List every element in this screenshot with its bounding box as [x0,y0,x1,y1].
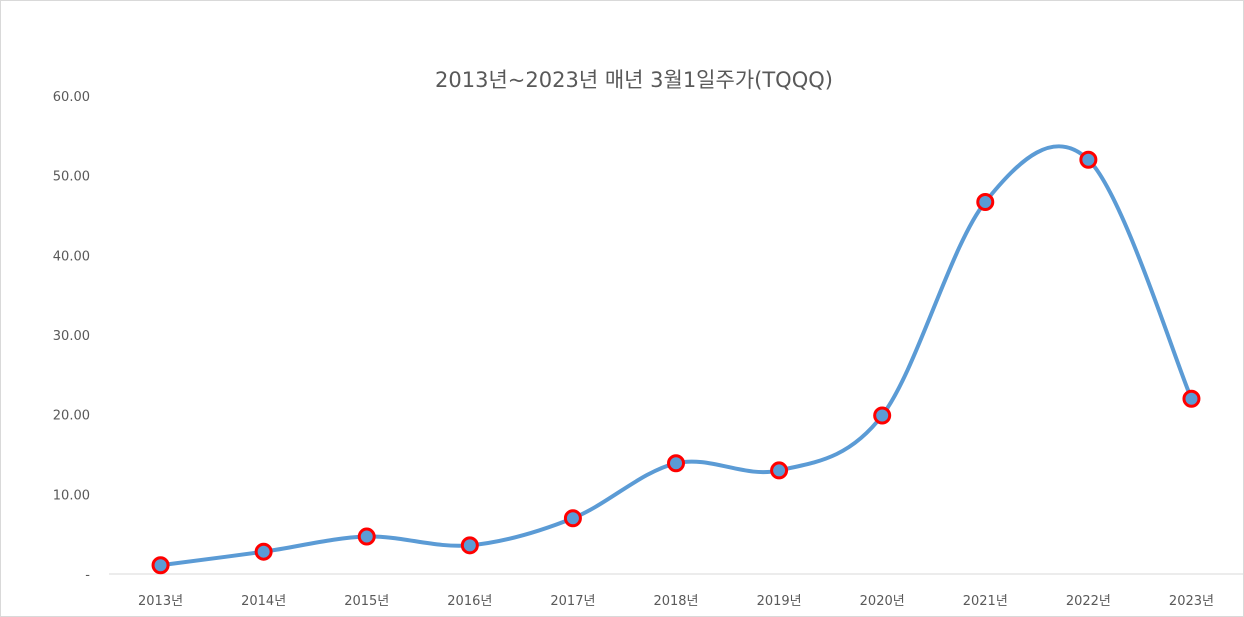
x-tick-label: 2022년 [1066,594,1111,609]
data-point [976,192,995,211]
y-axis: - 10.00 20.00 30.00 40.00 50.00 60.00 [53,90,91,583]
data-point [357,527,376,546]
y-tick-label: 40.00 [53,249,90,264]
x-tick-label: 2015년 [344,594,389,609]
y-tick-label: 50.00 [53,170,90,185]
data-point [460,536,479,555]
x-tick-label: 2013년 [138,594,183,609]
data-point [1182,389,1201,408]
y-tick-label: 60.00 [53,90,90,105]
y-tick-label: 30.00 [53,329,90,344]
chart-title: 2013년~2023년 매년 3월1일주가(TQQQ) [435,68,833,92]
y-tick-label: 10.00 [53,488,90,503]
y-tick-label: - [85,568,90,583]
series-line [158,144,1194,568]
data-point [667,454,685,473]
x-tick-label: 2021년 [963,594,1008,609]
x-tick-label: 2018년 [653,594,698,609]
x-tick-label: 2019년 [757,594,802,609]
data-point [254,542,273,561]
data-point [873,406,892,425]
data-point [151,556,170,575]
data-point [563,509,582,528]
series-layer [151,144,1201,575]
y-tick-label: 20.00 [53,409,90,424]
x-tick-label: 2014년 [241,594,286,609]
x-axis: 2013년 2014년 2015년 2016년 2017년 2018년 2019년 2020년… [109,573,1243,609]
x-tick-label: 2020년 [860,594,905,609]
x-tick-label: 2023년 [1169,594,1214,609]
x-tick-label: 2017년 [550,594,595,609]
data-point [770,461,789,480]
data-point [1079,150,1098,169]
x-tick-label: 2016년 [447,594,492,609]
